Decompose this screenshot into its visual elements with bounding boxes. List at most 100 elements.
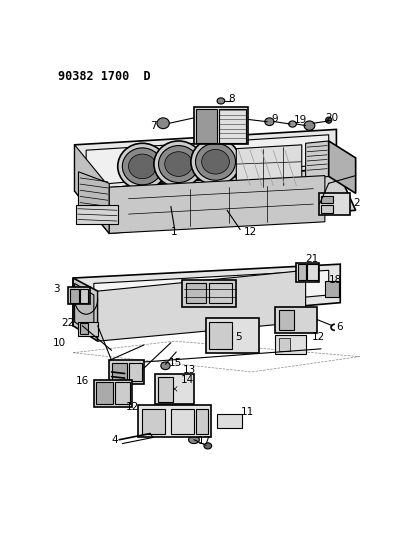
Text: 12: 12 xyxy=(312,332,325,342)
Bar xyxy=(80,324,88,334)
Ellipse shape xyxy=(157,118,169,128)
Text: 4: 4 xyxy=(112,435,118,445)
Ellipse shape xyxy=(164,379,185,399)
Bar xyxy=(112,363,127,381)
Ellipse shape xyxy=(161,362,170,370)
Bar xyxy=(80,289,88,303)
Ellipse shape xyxy=(191,139,240,185)
Ellipse shape xyxy=(265,118,274,126)
Bar xyxy=(307,264,318,280)
Text: 10: 10 xyxy=(53,338,66,348)
Text: 14: 14 xyxy=(181,375,194,385)
Bar xyxy=(279,310,294,329)
Ellipse shape xyxy=(145,417,158,429)
Text: 8: 8 xyxy=(229,94,235,103)
Bar xyxy=(275,306,317,334)
Polygon shape xyxy=(94,270,329,317)
Ellipse shape xyxy=(326,285,332,293)
Bar xyxy=(76,205,118,224)
Polygon shape xyxy=(305,141,329,180)
Ellipse shape xyxy=(128,154,156,179)
Bar xyxy=(183,280,236,306)
Polygon shape xyxy=(98,270,305,341)
Polygon shape xyxy=(75,284,94,335)
Text: 12: 12 xyxy=(244,227,257,237)
Text: 16: 16 xyxy=(76,376,89,386)
Ellipse shape xyxy=(177,419,185,426)
Bar xyxy=(320,193,350,215)
Bar xyxy=(186,284,206,303)
Ellipse shape xyxy=(225,418,232,424)
Polygon shape xyxy=(75,130,337,191)
Text: 19: 19 xyxy=(294,115,307,125)
Text: 3: 3 xyxy=(53,284,60,294)
Bar xyxy=(217,414,242,428)
Bar xyxy=(68,287,90,304)
Bar xyxy=(156,374,194,403)
Ellipse shape xyxy=(217,98,225,104)
Polygon shape xyxy=(75,145,109,233)
Bar xyxy=(325,281,339,296)
Ellipse shape xyxy=(204,443,212,449)
Ellipse shape xyxy=(158,146,199,182)
Polygon shape xyxy=(109,175,325,233)
Bar xyxy=(219,109,246,142)
Bar xyxy=(298,264,305,280)
Bar xyxy=(196,409,208,433)
Bar xyxy=(96,382,113,403)
Bar xyxy=(279,338,290,351)
Bar xyxy=(158,377,173,402)
Ellipse shape xyxy=(168,383,181,395)
Ellipse shape xyxy=(304,121,315,130)
Bar xyxy=(109,360,144,384)
Text: 7: 7 xyxy=(150,120,157,131)
Polygon shape xyxy=(73,278,98,341)
Ellipse shape xyxy=(196,143,236,180)
Ellipse shape xyxy=(189,436,199,443)
Text: 17: 17 xyxy=(198,436,211,446)
Bar xyxy=(297,263,320,282)
Ellipse shape xyxy=(154,141,203,187)
Text: 18: 18 xyxy=(329,274,342,285)
Ellipse shape xyxy=(122,148,162,185)
Polygon shape xyxy=(75,168,356,233)
Bar xyxy=(142,409,166,433)
Bar xyxy=(194,107,248,144)
Text: 20: 20 xyxy=(325,113,338,123)
Text: 11: 11 xyxy=(241,407,254,417)
Ellipse shape xyxy=(202,149,229,174)
Bar xyxy=(138,405,211,438)
Bar xyxy=(70,289,79,303)
Text: 2: 2 xyxy=(354,198,360,207)
Bar xyxy=(78,322,98,336)
Bar xyxy=(275,335,305,354)
Bar xyxy=(209,322,232,349)
Polygon shape xyxy=(329,141,356,193)
Text: 1: 1 xyxy=(171,227,177,237)
Bar xyxy=(206,318,259,353)
Text: 15: 15 xyxy=(168,358,182,368)
Polygon shape xyxy=(236,145,302,187)
Bar xyxy=(321,196,332,203)
Polygon shape xyxy=(73,264,340,326)
Bar xyxy=(128,363,142,381)
Ellipse shape xyxy=(289,121,297,127)
Text: 12: 12 xyxy=(126,402,139,413)
Text: 5: 5 xyxy=(235,332,242,342)
Text: 21: 21 xyxy=(305,254,319,264)
Ellipse shape xyxy=(215,335,227,348)
Ellipse shape xyxy=(165,152,192,176)
Bar xyxy=(321,205,332,213)
Bar xyxy=(171,409,194,433)
Bar xyxy=(94,379,133,407)
Text: 9: 9 xyxy=(271,115,278,124)
Bar xyxy=(115,382,130,403)
Ellipse shape xyxy=(326,117,332,123)
Bar xyxy=(196,109,217,142)
Bar xyxy=(209,284,232,303)
Ellipse shape xyxy=(118,143,167,189)
Text: 90382 1700  D: 90382 1700 D xyxy=(58,70,150,83)
Text: 6: 6 xyxy=(337,322,343,332)
Polygon shape xyxy=(78,172,109,218)
Text: 13: 13 xyxy=(183,366,196,375)
